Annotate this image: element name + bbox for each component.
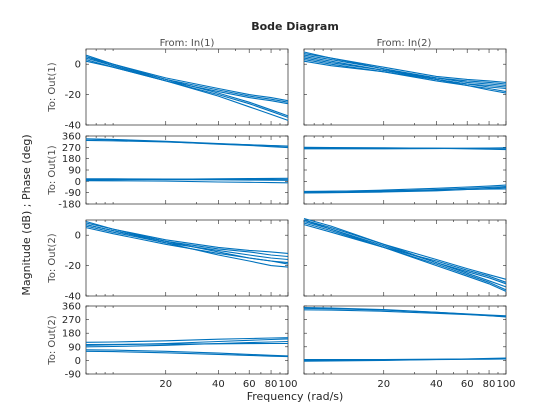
plot-area [85, 135, 289, 205]
y-tick-label: 90 [68, 166, 81, 177]
series-line-r1-c2-3 [303, 56, 507, 87]
x-tick-label: 80 [483, 379, 496, 390]
series-line-r2-c2-7 [303, 188, 507, 192]
y-tick-label: 270 [62, 315, 81, 326]
series-line-r2-c2-3 [303, 146, 507, 151]
x-tick-label: 60 [243, 379, 256, 390]
column-title-1: From: In(1) [160, 38, 215, 49]
x-tick-label: 60 [461, 379, 474, 390]
y-tick-label: 360 [62, 302, 81, 313]
y-tick-label: -90 [65, 188, 81, 199]
y-tick-label: 360 [62, 132, 81, 143]
row-title-3: To: Out(2) [47, 233, 58, 283]
series-line-r2-c1-3 [85, 138, 289, 147]
series-line-r3-c1-5 [85, 227, 289, 264]
series-line-r4-c1-4 [85, 342, 288, 346]
x-tick-label: 40 [430, 379, 443, 390]
plot-area [303, 135, 507, 205]
column-title-2: From: In(2) [377, 38, 432, 49]
y-tick-label: 0 [75, 60, 81, 71]
chart-title: Bode Diagram [251, 20, 339, 33]
y-tick-label: -20 [65, 261, 81, 272]
x-tick-label: 100 [496, 379, 515, 390]
series-line-r1-c1-3 [85, 54, 289, 117]
series-line-r3-c2-3 [303, 217, 507, 288]
x-axis-label: Frequency (rad/s) [247, 390, 344, 403]
y-tick-label: -40 [65, 121, 81, 132]
series-line-r4-c2-3 [303, 306, 507, 318]
y-tick-label: 0 [75, 177, 81, 188]
series-line-r4-c1-6 [85, 349, 289, 357]
series-line-r3-c2-4 [303, 222, 507, 291]
x-tick-label: 20 [377, 379, 390, 390]
series-line-r1-c2-5 [303, 59, 507, 93]
series-line-r3-c1-3 [85, 225, 289, 261]
series-line-r3-c2-1 [303, 219, 507, 280]
series-line-r4-c2-6 [304, 358, 507, 361]
series-line-r4-c1-1 [85, 337, 289, 343]
row-title-4: To: Out(2) [47, 315, 58, 365]
series-line-r2-c1-6 [85, 180, 289, 184]
y-tick-label: 270 [62, 143, 81, 154]
x-tick-label: 20 [159, 379, 172, 390]
y-tick-label: -180 [58, 200, 81, 211]
y-tick-label: -20 [65, 90, 81, 101]
row-title-2: To: Out(1) [47, 145, 58, 195]
y-tick-label: 0 [75, 231, 81, 242]
series-line-r3-c2-6 [303, 219, 507, 292]
series-line-r3-c2-5 [303, 224, 507, 283]
y-tick-label: -40 [65, 292, 81, 303]
y-tick-label: 180 [62, 329, 81, 340]
series-line-r2-c1-7 [86, 178, 289, 181]
y-axis-label: Magnitude (dB) ; Phase (deg) [20, 134, 33, 295]
series-line-r1-c2-7 [303, 60, 507, 88]
row-title-1: To: Out(1) [47, 62, 58, 112]
series-line-r3-c1-6 [85, 224, 289, 268]
y-tick-label: -90 [65, 370, 81, 381]
plot-area [303, 305, 507, 375]
x-tick-label: 100 [278, 379, 297, 390]
series-line-r1-c1-5 [85, 56, 289, 121]
y-tick-label: 90 [68, 342, 81, 353]
series-line-r4-c1-5 [85, 350, 289, 358]
x-tick-label: 40 [212, 379, 225, 390]
y-tick-label: 0 [75, 356, 81, 367]
x-tick-label: 80 [265, 379, 278, 390]
y-tick-label: 180 [62, 154, 81, 165]
series-line-r1-c1-6 [85, 60, 289, 105]
